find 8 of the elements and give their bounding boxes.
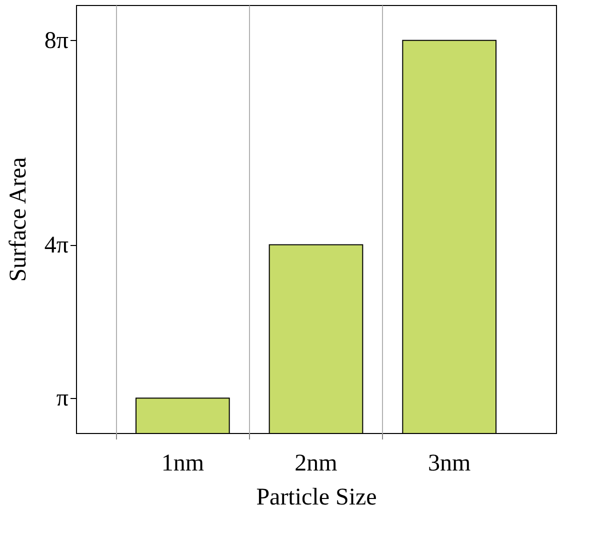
- y-tick-label: π: [56, 386, 68, 412]
- x-tick-label: 1nm: [161, 450, 204, 476]
- x-tick-label: 3nm: [428, 450, 471, 476]
- y-tick-label: 8π: [44, 28, 68, 54]
- x-tick-label: 2nm: [294, 450, 338, 476]
- y-axis-title: Surface Area: [5, 156, 32, 282]
- x-axis-title: Particle Size: [256, 484, 377, 510]
- y-tick-label: 4π: [44, 232, 68, 258]
